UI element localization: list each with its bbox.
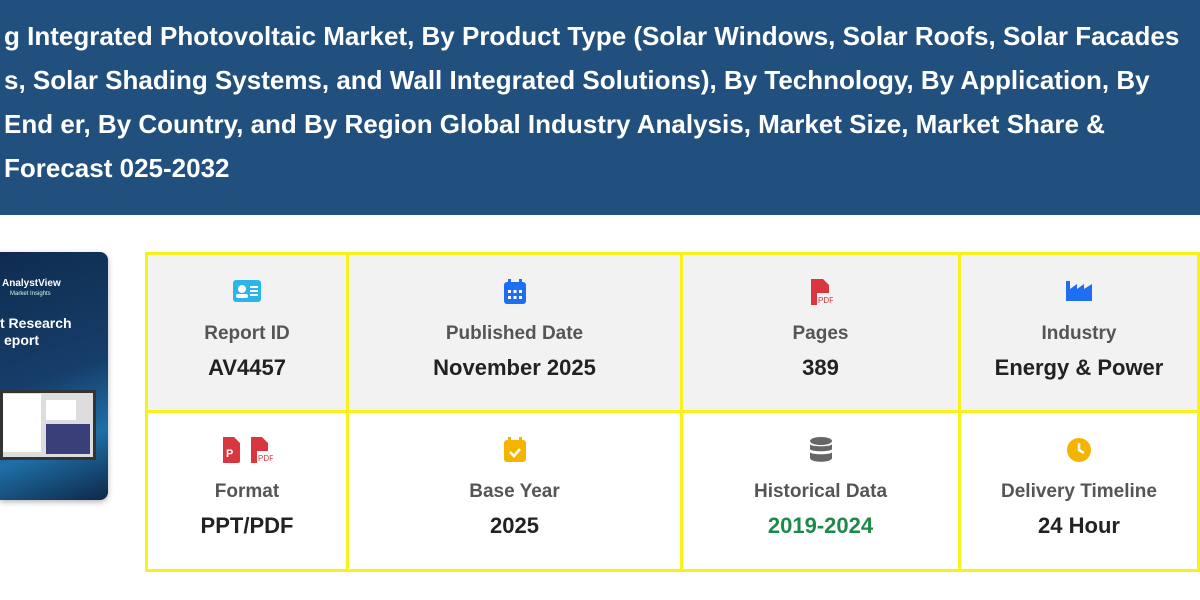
info-published-date: Published Date November 2025 — [349, 255, 683, 413]
donut-panel-illustration — [46, 424, 90, 454]
info-value: PPT/PDF — [200, 513, 294, 538]
calendar-check-icon — [349, 437, 680, 467]
title-line: g Integrated Photovoltaic Market, By Pro… — [4, 21, 1180, 51]
info-label: Historical Data — [753, 481, 888, 502]
info-label: Published Date — [445, 323, 584, 344]
cover-title-2: eport — [4, 332, 39, 348]
info-label: Pages — [792, 323, 849, 344]
cover-title: t Research eport — [0, 315, 72, 349]
info-report-id: Report ID AV4457 — [148, 255, 349, 413]
info-label: Base Year — [469, 481, 560, 502]
report-title: g Integrated Photovoltaic Market, By Pro… — [4, 14, 1192, 190]
info-value: 2019-2024 — [767, 513, 874, 538]
info-industry: Industry Energy & Power — [961, 255, 1197, 413]
industry-icon — [961, 279, 1197, 309]
title-line: s, Solar Shading Systems, and Wall Integ… — [4, 65, 1150, 139]
report-title-banner: g Integrated Photovoltaic Market, By Pro… — [0, 0, 1200, 215]
info-historical-data: Historical Data 2019-2024 — [683, 413, 961, 569]
info-value: Energy & Power — [994, 355, 1164, 380]
cover-title-1: t Research — [0, 315, 72, 331]
pdf-file-icon: PDF — [683, 279, 958, 309]
info-pages: PDF Pages 389 — [683, 255, 961, 413]
info-label: Report ID — [204, 323, 290, 344]
title-line: 025-2032 — [119, 153, 230, 183]
info-value: 389 — [802, 355, 839, 380]
ppt-pdf-icon: P PDF — [148, 437, 346, 467]
bar-chart-illustration — [3, 394, 41, 452]
calendar-icon — [349, 279, 680, 309]
clock-icon — [961, 437, 1197, 467]
info-delivery-timeline: Delivery Timeline 24 Hour — [961, 413, 1197, 569]
svg-text:P: P — [226, 448, 233, 460]
report-info-grid: Report ID AV4457 Published Date November… — [145, 252, 1200, 572]
title-line: er, By Country, and By Region Global Ind… — [4, 109, 1105, 183]
info-format: P PDF Format PPT/PDF — [148, 413, 349, 569]
info-value: November 2025 — [433, 355, 596, 380]
info-label: Format — [214, 481, 280, 502]
cover-tagline: Market Insights — [10, 291, 51, 297]
database-icon — [683, 437, 958, 467]
report-cover-image: AnalystView Market Insights t Research ep… — [0, 252, 108, 500]
id-card-icon — [148, 279, 346, 309]
info-label: Industry — [1041, 323, 1117, 344]
info-label: Delivery Timeline — [1001, 481, 1157, 502]
info-value: 2025 — [490, 513, 539, 538]
info-base-year: Base Year 2025 — [349, 413, 683, 569]
cover-brand: AnalystView — [2, 278, 61, 289]
svg-text:PDF: PDF — [818, 296, 833, 305]
svg-text:PDF: PDF — [258, 454, 273, 463]
info-value: AV4457 — [208, 355, 286, 380]
info-value: 24 Hour — [1038, 513, 1120, 538]
chart-illustration — [46, 400, 76, 420]
